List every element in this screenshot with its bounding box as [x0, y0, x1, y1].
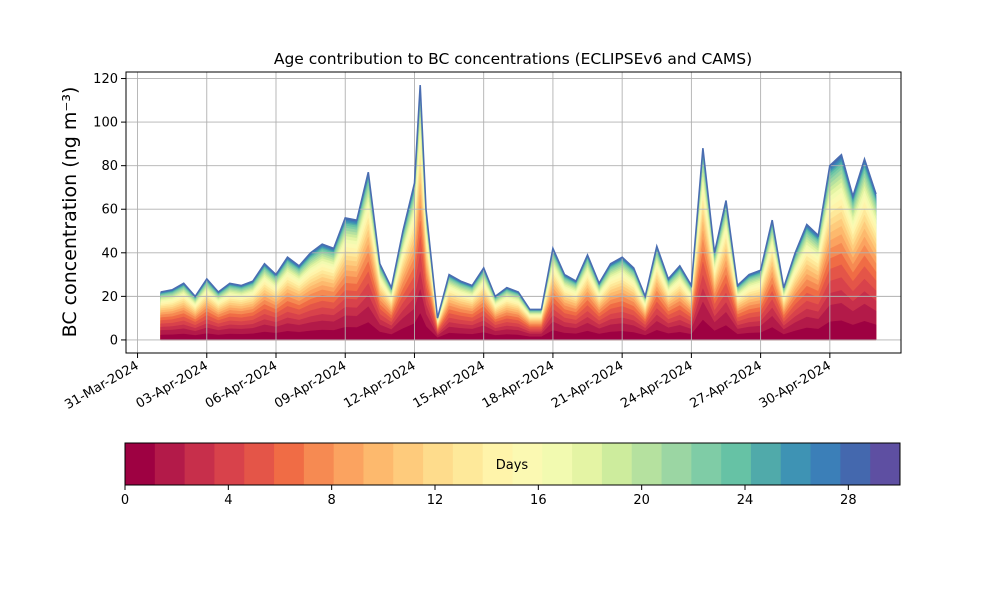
x-tick-label: 30-Apr-2024	[757, 358, 834, 411]
colorbar-tick-label: 28	[840, 493, 857, 508]
plot-area	[125, 71, 902, 354]
x-tick-label: 06-Apr-2024	[203, 358, 280, 411]
grid-lines	[126, 72, 901, 353]
x-tick-label: 21-Apr-2024	[549, 358, 626, 411]
colorbar-tick-label: 16	[530, 493, 547, 508]
colorbar-cell-8	[363, 443, 394, 485]
colorbar-cell-15	[572, 443, 603, 485]
colorbar-cell-7	[333, 443, 364, 485]
x-tick-label: 12-Apr-2024	[341, 358, 418, 411]
colorbar-tick-label: 8	[328, 493, 336, 508]
colorbar-tick-label: 0	[121, 493, 129, 508]
colorbar-cell-24	[840, 443, 871, 485]
colorbar-cell-12	[482, 443, 513, 485]
age-bands	[160, 85, 877, 341]
colorbar-cell-6	[303, 443, 335, 485]
colorbar-cell-19	[691, 443, 722, 485]
colorbar-label: Days	[496, 458, 529, 473]
colorbar-tick-label: 4	[224, 493, 232, 508]
colorbar-cell-3	[214, 443, 245, 485]
colorbar-cell-2	[184, 443, 215, 485]
y-tick-label: 120	[93, 72, 118, 87]
x-tick-label: 03-Apr-2024	[134, 358, 211, 411]
colorbar-cell-23	[810, 443, 841, 485]
x-tick-label: 15-Apr-2024	[411, 358, 488, 411]
colorbar-cell-22	[780, 443, 812, 485]
colorbar-cell-18	[661, 443, 692, 485]
colorbar-cells	[125, 443, 901, 485]
plot-frame	[125, 71, 902, 354]
colorbar-tick-label: 24	[737, 493, 754, 508]
colorbar: Days 0 4 8 12 16 20 24 28	[121, 442, 901, 508]
y-tick-label: 20	[101, 290, 118, 305]
y-tick-label: 40	[101, 246, 118, 261]
colorbar-cell-1	[154, 443, 186, 485]
colorbar-tick-label: 12	[427, 493, 444, 508]
colorbar-cell-16	[601, 443, 633, 485]
colorbar-cell-10	[423, 443, 454, 485]
y-tick-label: 0	[110, 333, 118, 348]
total-line	[160, 85, 877, 319]
colorbar-cell-17	[631, 443, 663, 485]
y-axis-label: BC concentration (ng m⁻³)	[59, 87, 81, 338]
y-tick-label: 60	[101, 203, 118, 218]
y-tick-label: 100	[93, 116, 118, 131]
colorbar-cell-5	[274, 443, 305, 485]
colorbar-cell-0	[125, 443, 156, 485]
colorbar-cell-20	[721, 443, 752, 485]
colorbar-cell-11	[452, 443, 484, 485]
chart-title: Age contribution to BC concentrations (E…	[274, 50, 752, 68]
colorbar-cell-21	[750, 443, 782, 485]
colorbar-cell-9	[393, 443, 424, 485]
colorbar-cell-4	[244, 443, 275, 485]
colorbar-cell-14	[542, 443, 573, 485]
x-tick-label: 09-Apr-2024	[272, 358, 349, 411]
y-axis: 0 20 40 60 80 100 120	[93, 72, 126, 348]
y-tick-label: 80	[101, 159, 118, 174]
x-tick-label: 24-Apr-2024	[618, 358, 695, 411]
x-axis: 31-Mar-202403-Apr-202406-Apr-202409-Apr-…	[62, 353, 834, 413]
colorbar-cell-25	[870, 443, 901, 485]
colorbar-ticks: 0 4 8 12 16 20 24 28	[121, 485, 857, 508]
x-tick-label: 18-Apr-2024	[480, 358, 557, 411]
colorbar-cell-13	[512, 443, 543, 485]
x-tick-label: 31-Mar-2024	[62, 358, 141, 412]
colorbar-frame	[124, 442, 901, 486]
colorbar-tick-label: 20	[633, 493, 650, 508]
x-tick-label: 27-Apr-2024	[687, 358, 764, 411]
